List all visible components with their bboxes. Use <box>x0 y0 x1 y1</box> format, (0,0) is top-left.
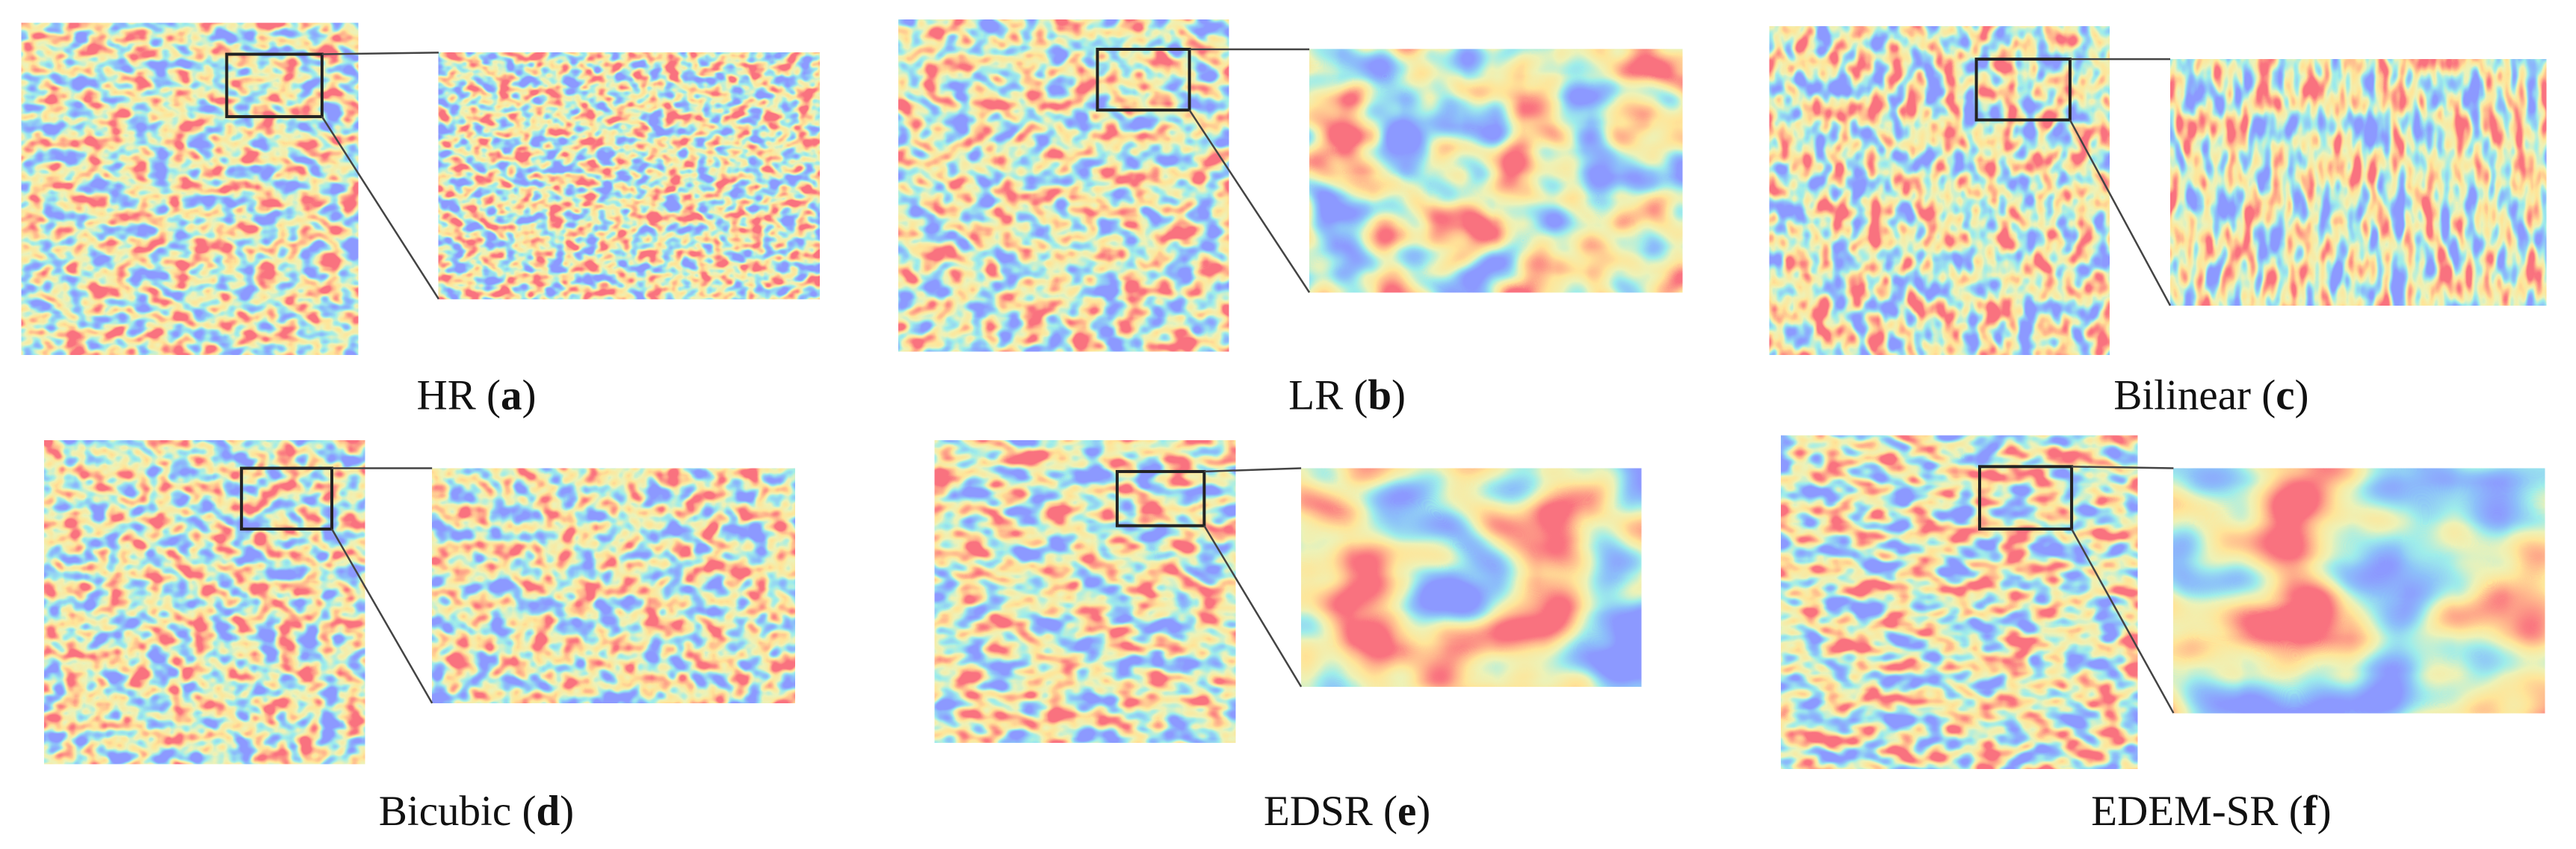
zoom-image <box>2172 467 2546 714</box>
caption: EDSR (e) <box>1264 788 1430 835</box>
zoom-image <box>1300 467 1643 688</box>
caption-text: ) <box>560 788 574 835</box>
caption-text: ) <box>2295 372 2309 419</box>
connector <box>1203 525 1303 688</box>
caption: EDEM-SR (f) <box>2091 788 2331 835</box>
zoom-box <box>1974 58 2072 122</box>
caption-letter: a <box>501 372 522 419</box>
zoom-image <box>1308 48 1684 294</box>
zoom-box <box>1115 469 1206 528</box>
caption-letter: d <box>536 788 560 835</box>
connector <box>2069 119 2172 306</box>
caption-letter: c <box>2276 372 2294 419</box>
caption-text: HR ( <box>417 372 501 419</box>
connector <box>2072 466 2174 469</box>
caption-text: ) <box>522 372 536 419</box>
caption-text: Bicubic ( <box>379 788 537 835</box>
zoom-box <box>240 466 334 531</box>
zoom-box <box>1096 47 1191 112</box>
caption-text: EDEM-SR ( <box>2091 788 2302 835</box>
caption-letter: f <box>2303 788 2318 835</box>
zoom-box <box>1978 465 2074 531</box>
caption-text: LR ( <box>1288 372 1368 419</box>
image <box>44 440 365 765</box>
image <box>934 440 1236 743</box>
connector <box>321 52 439 55</box>
connector <box>2071 528 2175 714</box>
image <box>1781 435 2138 769</box>
connector <box>1204 467 1302 473</box>
caption: HR (a) <box>417 372 537 419</box>
connector <box>1188 109 1311 293</box>
caption-text: EDSR ( <box>1264 788 1397 835</box>
connector <box>330 528 433 704</box>
caption-text: ) <box>1392 372 1406 419</box>
zoom-box <box>225 52 324 119</box>
connector <box>321 116 440 300</box>
caption-text: ) <box>1416 788 1430 835</box>
caption-text: ) <box>2317 788 2332 835</box>
zoom-image <box>430 467 797 705</box>
zoom-image <box>437 51 821 300</box>
caption: LR (b) <box>1288 372 1406 419</box>
image <box>21 22 359 355</box>
caption: Bilinear (c) <box>2113 372 2308 419</box>
image <box>1769 26 2110 355</box>
zoom-image <box>2169 58 2548 307</box>
caption-letter: b <box>1368 372 1392 419</box>
caption: Bicubic (d) <box>379 788 574 835</box>
caption-text: Bilinear ( <box>2113 372 2276 419</box>
caption-letter: e <box>1397 788 1416 835</box>
image <box>898 19 1229 352</box>
